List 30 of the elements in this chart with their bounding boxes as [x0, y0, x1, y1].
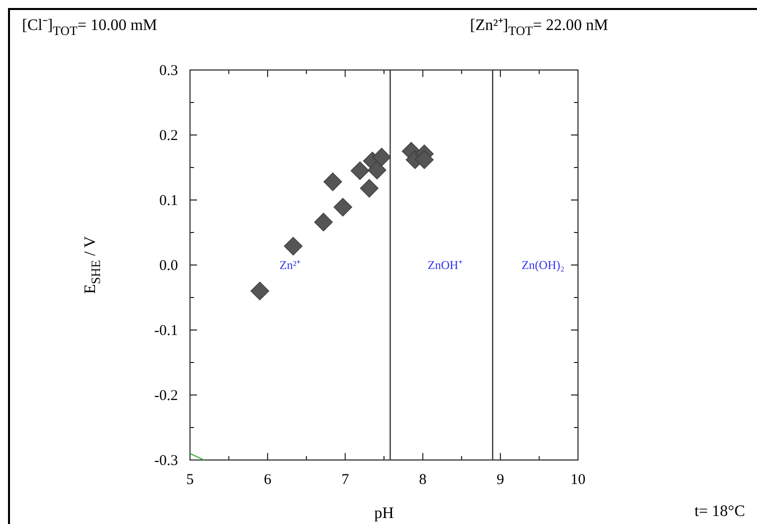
y-tick-label: -0.3	[154, 453, 178, 469]
point	[250, 282, 270, 300]
x-tick-label: 10	[570, 472, 586, 488]
y-tick-label: 0.1	[159, 193, 178, 209]
point	[284, 236, 303, 256]
annotation: Zn²⁺	[280, 258, 300, 272]
y-tick-label: 0.0	[159, 258, 178, 274]
point	[360, 179, 379, 198]
x-tick-label: 6	[264, 472, 272, 488]
point	[372, 148, 391, 166]
x-axis-title: pH	[374, 505, 394, 522]
point	[334, 198, 352, 216]
x-tick-label: 7	[341, 472, 350, 488]
x-tick-label: 8	[419, 472, 427, 488]
point	[415, 150, 434, 169]
text: [Zn²⁺]$_{TOT}$= 22.00 nM	[470, 17, 608, 38]
text: t= 18°C	[694, 503, 745, 520]
text: [Cl⁻]$_{TOT}$= 10.00 mM	[22, 17, 158, 38]
y-tick-label: -0.2	[154, 388, 178, 404]
annotation: ZnOH⁺	[428, 258, 462, 272]
point	[368, 160, 386, 180]
x-tick-label: 9	[496, 472, 504, 488]
point	[350, 161, 370, 180]
y-tick-label: -0.1	[154, 323, 178, 339]
y-tick-label: 0.3	[159, 63, 178, 79]
point	[314, 212, 333, 232]
annotation: Zn(OH)₂	[522, 258, 564, 272]
point	[323, 172, 342, 192]
x-tick-label: 5	[186, 472, 194, 488]
y-tick-label: 0.2	[159, 128, 178, 144]
